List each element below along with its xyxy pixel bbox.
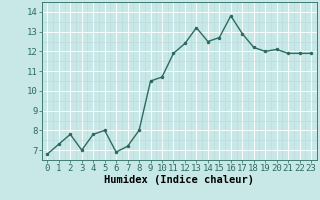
- X-axis label: Humidex (Indice chaleur): Humidex (Indice chaleur): [104, 175, 254, 185]
